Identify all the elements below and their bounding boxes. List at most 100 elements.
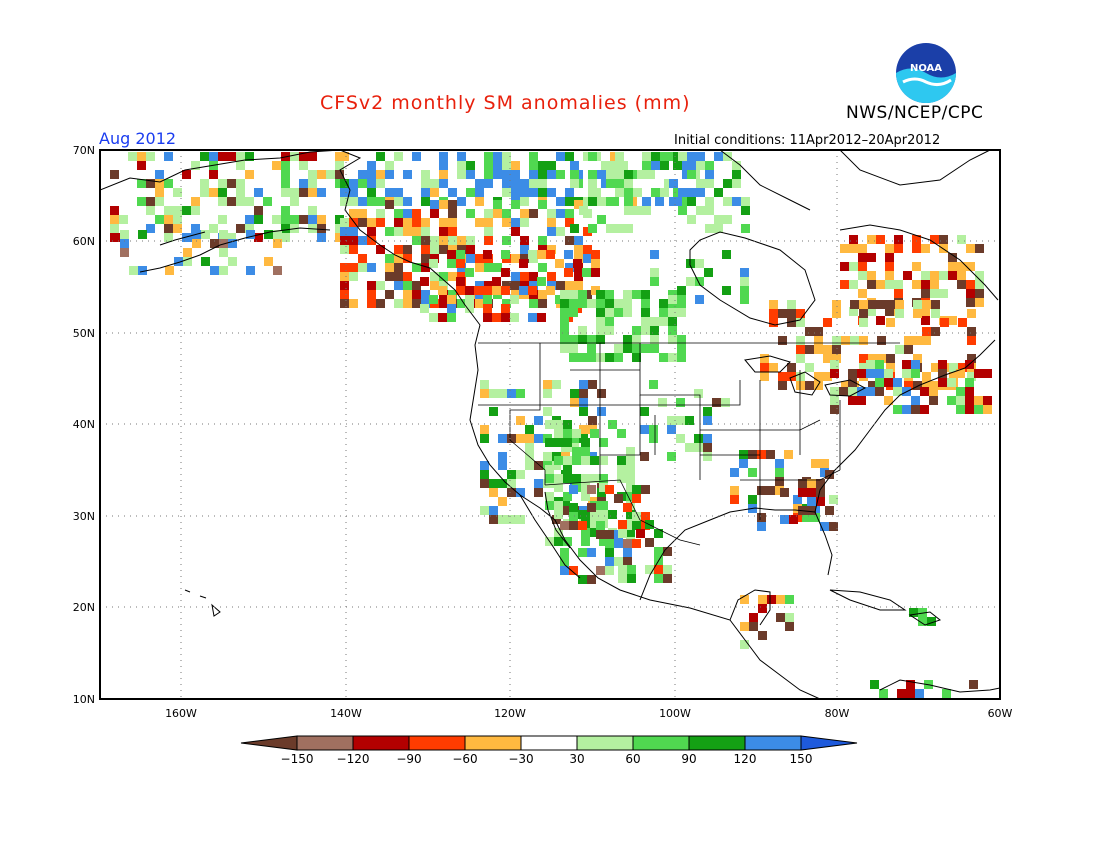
anomaly-cell [335, 161, 344, 170]
anomaly-cell [340, 188, 349, 197]
anomaly-cell [617, 474, 626, 483]
anomaly-cell [906, 689, 915, 698]
anomaly-cell [545, 492, 554, 501]
anomaly-cell [421, 299, 430, 308]
anomaly-cell [534, 416, 543, 425]
anomaly-cell [502, 299, 511, 308]
anomaly-cell [137, 197, 146, 206]
anomaly-cell [732, 161, 741, 170]
anomaly-cell [615, 152, 624, 161]
anomaly-cell [182, 170, 191, 179]
anomaly-cell [412, 152, 421, 161]
anomaly-cell [596, 299, 605, 308]
anomaly-cell [228, 257, 237, 266]
anomaly-cell [685, 416, 694, 425]
anomaly-cell [335, 233, 344, 242]
anomaly-cell [885, 244, 894, 253]
anomaly-cell [830, 369, 839, 378]
anomaly-cell [421, 218, 430, 227]
anomaly-cell [623, 299, 632, 308]
anomaly-cell [236, 224, 245, 233]
anomaly-cell [796, 345, 805, 354]
anomaly-cell [236, 179, 245, 188]
anomaly-cell [563, 429, 572, 438]
colorbar-tick-label: −150 [281, 752, 314, 766]
anomaly-cell [484, 170, 493, 179]
anomaly-cell [554, 429, 563, 438]
anomaly-cell [858, 262, 867, 271]
anomaly-cell [493, 263, 502, 272]
anomaly-cell [676, 416, 685, 425]
anomaly-cell [447, 250, 456, 259]
anomaly-cell [456, 250, 465, 259]
anomaly-cell [859, 363, 868, 372]
anomaly-cell [394, 263, 403, 272]
anomaly-cell [465, 286, 474, 295]
anomaly-cell [912, 244, 921, 253]
anomaly-cell [563, 465, 572, 474]
anomaly-cell [911, 369, 920, 378]
anomaly-cell [447, 313, 456, 322]
anomaly-cell [757, 513, 766, 522]
anomaly-cell [340, 179, 349, 188]
anomaly-cell [281, 170, 290, 179]
anomaly-cell [421, 263, 430, 272]
anomaly-cell [457, 272, 466, 281]
anomaly-cell [830, 360, 839, 369]
anomaly-cell [227, 233, 236, 242]
anomaly-cell [569, 290, 578, 299]
anomaly-cell [308, 179, 317, 188]
anomaly-cell [367, 161, 376, 170]
anomaly-cell [525, 443, 534, 452]
anomaly-cell [626, 456, 635, 465]
anomaly-cell [578, 326, 587, 335]
anomaly-cell [448, 227, 457, 236]
anomaly-cell [480, 461, 489, 470]
anomaly-cell [947, 378, 956, 387]
colorbar-tick-label: 120 [734, 752, 757, 766]
anomaly-cell [610, 170, 619, 179]
anomaly-cell [886, 363, 895, 372]
anomaly-cell [403, 227, 412, 236]
anomaly-cell [183, 248, 192, 257]
anomaly-cell [456, 259, 465, 268]
anomaly-cell [565, 218, 574, 227]
anomaly-cell [581, 510, 590, 519]
anomaly-cell [608, 420, 617, 429]
anomaly-cell [456, 277, 465, 286]
anomaly-cell [975, 271, 984, 280]
anomaly-cell [760, 363, 769, 372]
colorbar-swatch [632, 735, 690, 751]
anomaly-cell [696, 179, 705, 188]
anomaly-cell [590, 429, 599, 438]
anomaly-cell [529, 209, 538, 218]
anomaly-cell [949, 372, 958, 381]
anomaly-cell [610, 152, 619, 161]
anomaly-cell [534, 434, 543, 443]
latitude-labels: 70N 60N 50N 40N 30N 20N 10N [73, 144, 95, 706]
anomaly-cell [590, 510, 599, 519]
anomaly-cell [498, 434, 507, 443]
anomaly-cell [430, 209, 439, 218]
anomaly-cell [554, 537, 563, 546]
anomaly-cell [623, 335, 632, 344]
anomaly-cell [538, 170, 547, 179]
anomaly-cell [749, 622, 758, 631]
anomaly-cell [537, 277, 546, 286]
anomaly-cell [930, 280, 939, 289]
anomaly-cell [866, 369, 875, 378]
anomaly-cell [714, 215, 723, 224]
anomaly-cell [626, 447, 635, 456]
anomaly-cell [547, 245, 556, 254]
anomaly-cell [201, 257, 210, 266]
anomaly-cell [632, 335, 641, 344]
anomaly-cell [590, 519, 599, 528]
anomaly-cell [921, 316, 930, 325]
anomaly-cell [886, 300, 895, 309]
anomaly-cell [775, 468, 784, 477]
anomaly-cell [687, 215, 696, 224]
anomaly-cell [703, 452, 712, 461]
anomaly-cell [155, 170, 164, 179]
anomaly-cell [574, 254, 583, 263]
anomaly-cell [823, 318, 832, 327]
